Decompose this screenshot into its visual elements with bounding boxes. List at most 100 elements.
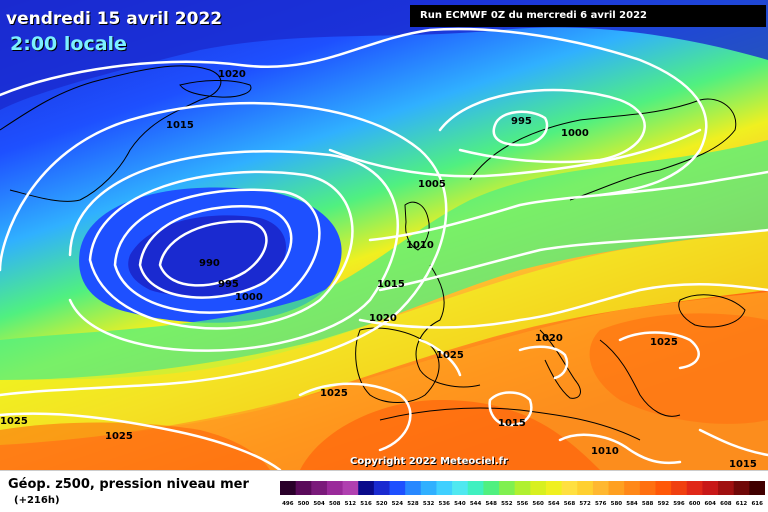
scale-label: 608 — [720, 501, 732, 507]
pressure-labels: 1020 1015 995 1000 1005 1010 990 995 100… — [0, 69, 757, 470]
pressure-label: 1015 — [166, 120, 194, 131]
isobar-low-995 — [138, 205, 293, 299]
scale-label: 616 — [751, 501, 763, 507]
scale-label: 564 — [548, 501, 560, 507]
scale-swatch — [358, 481, 375, 495]
pressure-label: 1010 — [406, 240, 434, 251]
coast-iceland — [179, 79, 252, 98]
scale-swatch — [686, 481, 703, 495]
scale-label: 540 — [454, 501, 466, 507]
coast-british-isles — [404, 201, 430, 251]
scale-label: 536 — [439, 501, 451, 507]
scale-swatch — [608, 481, 625, 495]
scale-label: 512 — [345, 501, 357, 507]
scale-label: 508 — [329, 501, 341, 507]
scale-swatch — [295, 481, 312, 495]
pressure-label: 1015 — [729, 459, 757, 470]
isobar-low-1000 — [113, 188, 321, 314]
isobar-1000-scand — [438, 88, 646, 164]
scale-swatch — [718, 481, 735, 495]
scale-swatch — [671, 481, 688, 495]
pressure-label: 1000 — [561, 128, 589, 139]
isobar-1005-mid — [328, 128, 702, 178]
band-red-southwest — [0, 422, 270, 470]
scale-label: 600 — [689, 501, 701, 507]
band-yellow — [0, 230, 768, 445]
pressure-label: 1025 — [320, 388, 348, 399]
scale-swatch — [655, 481, 672, 495]
legend-subtitle: (+216h) — [14, 495, 60, 506]
scale-label: 532 — [423, 501, 435, 507]
isobar-1010-africa — [558, 433, 682, 465]
coast-balkans-greece — [599, 339, 681, 417]
coast-italy — [539, 329, 581, 399]
scale-swatch — [389, 481, 406, 495]
pressure-label: 1025 — [105, 431, 133, 442]
isobar-1010-atl — [368, 170, 768, 242]
scale-swatch — [624, 481, 641, 495]
band-northern-blue — [0, 0, 768, 110]
isobar-low-1005 — [88, 170, 354, 330]
scale-label: 604 — [704, 501, 716, 507]
isobar-1025-iberia — [418, 338, 462, 377]
isobar-high-995 — [492, 110, 549, 147]
scale-label: 500 — [298, 501, 310, 507]
isobar-1010-west — [68, 150, 399, 352]
band-orange — [0, 292, 768, 470]
scale-swatch — [530, 481, 547, 495]
coast-north-africa — [379, 407, 641, 441]
copyright: Copyright 2022 Meteociel.fr — [350, 456, 508, 467]
isobar-1015-southeast — [698, 428, 768, 457]
scale-label: 524 — [392, 501, 404, 507]
forecast-date: vendredi 15 avril 2022 — [6, 9, 223, 29]
scale-swatch — [342, 481, 359, 495]
coast-scandinavia — [469, 98, 737, 201]
scale-swatch — [420, 481, 437, 495]
coast-black-sea — [678, 294, 746, 328]
band-green — [0, 140, 768, 380]
scale-label: 596 — [673, 501, 685, 507]
scale-label: 612 — [736, 501, 748, 507]
scale-swatch — [499, 481, 516, 495]
pressure-label: 1010 — [591, 446, 619, 457]
scale-label: 576 — [595, 501, 607, 507]
scale-label: 496 — [282, 501, 294, 507]
scale-label: 548 — [485, 501, 497, 507]
isobar-1025-balkans — [618, 331, 700, 370]
isobar-1025-south — [298, 382, 412, 452]
pressure-label: 990 — [199, 258, 220, 269]
scale-label: 528 — [407, 501, 419, 507]
scale-swatch — [577, 481, 594, 495]
scale-swatch — [311, 481, 328, 495]
pressure-label: 1015 — [498, 418, 526, 429]
scale-swatch — [405, 481, 422, 495]
run-info: Run ECMWF 0Z du mercredi 6 avril 2022 — [410, 5, 766, 27]
isobar-1020-east — [358, 282, 768, 329]
isobar-1025-atlantic — [0, 412, 282, 470]
isobar-low-990 — [158, 220, 268, 287]
legend-title: Géop. z500, pression niveau mer — [8, 477, 249, 492]
coast-greenland — [0, 65, 222, 202]
pressure-label: 1025 — [436, 350, 464, 361]
scale-swatch — [467, 481, 484, 495]
coast-europe-west — [415, 264, 481, 388]
scale-label: 556 — [517, 501, 529, 507]
pressure-label: 1025 — [650, 337, 678, 348]
band-red-east — [589, 313, 768, 424]
legend-bar: Géop. z500, pression niveau mer (+216h) … — [0, 470, 768, 512]
scale-swatch — [373, 481, 391, 495]
scale-label: 572 — [579, 501, 591, 507]
scale-swatch — [326, 481, 344, 495]
pressure-label: 1020 — [218, 69, 246, 80]
pressure-label: 995 — [511, 116, 532, 127]
weather-map: 1020 1015 995 1000 1005 1010 990 995 100… — [0, 0, 768, 470]
forecast-time: 2:00 locale — [10, 33, 127, 55]
scale-label: 568 — [564, 501, 576, 507]
scale-label: 544 — [470, 501, 482, 507]
pressure-label: 1000 — [235, 292, 263, 303]
coast-iberia — [355, 327, 440, 403]
coastlines — [0, 65, 746, 441]
pressure-label: 1020 — [369, 313, 397, 324]
scale-label: 560 — [532, 501, 544, 507]
